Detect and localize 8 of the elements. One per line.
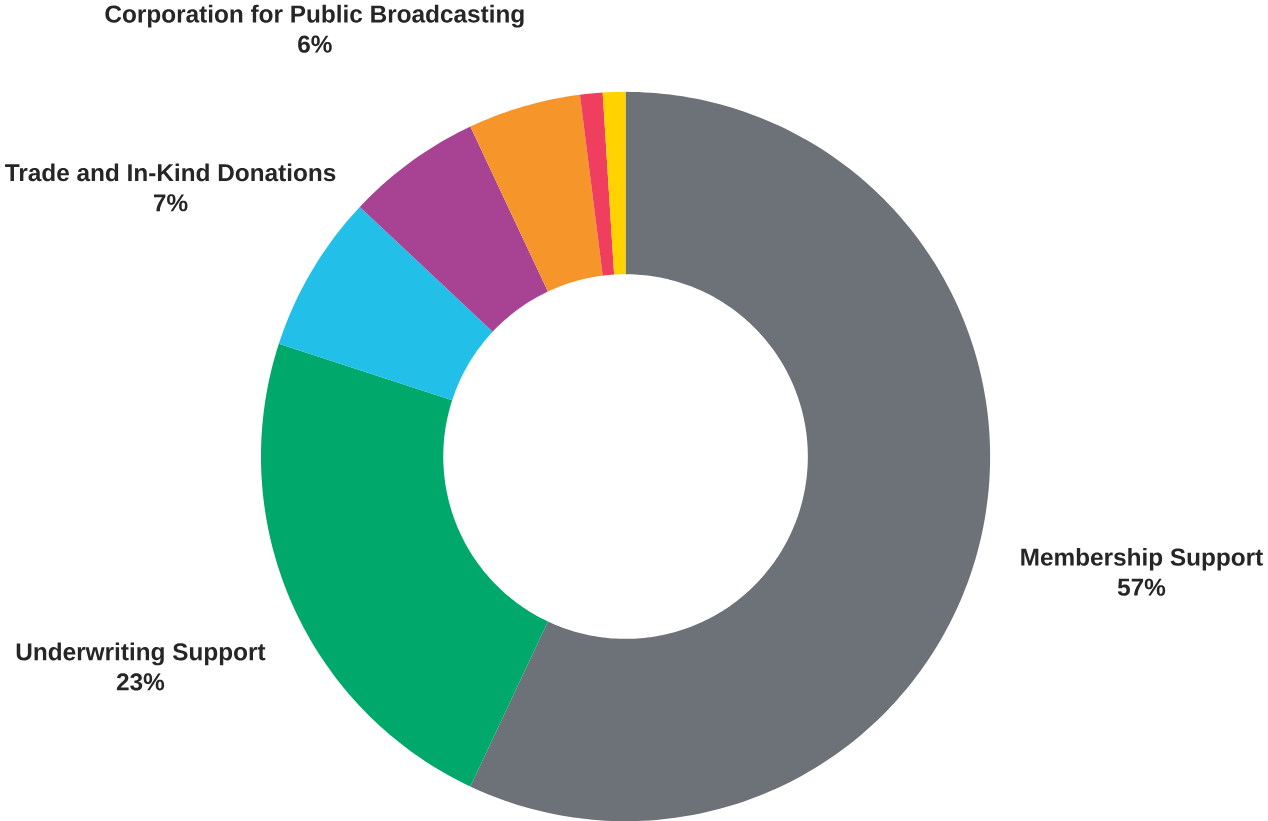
data-label: 23% <box>116 673 165 691</box>
slice-label: Underwriting Support <box>16 642 266 666</box>
slice-label: Corporation for Public Broadcasting <box>105 4 524 28</box>
slice-label: Membership Support <box>1021 547 1263 571</box>
data-label: 57% <box>1117 578 1166 596</box>
data-label: 7% <box>153 194 188 212</box>
slice-label: Trade and In-Kind Donations <box>5 163 336 182</box>
data-label: 6% <box>298 35 332 53</box>
